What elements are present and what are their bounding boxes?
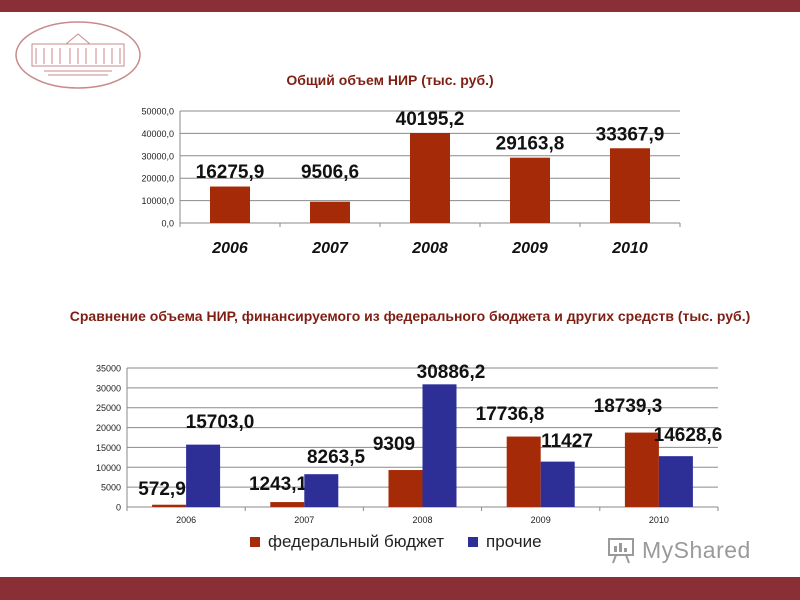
chart2-ytick-label: 30000 <box>96 383 121 393</box>
chart2-ytick-label: 10000 <box>96 463 121 473</box>
chart2-xtick-label: 2006 <box>176 515 196 525</box>
chart1-bar <box>310 201 350 223</box>
chart2-ytick-label: 35000 <box>96 364 121 374</box>
chart1-data-label: 16275,9 <box>196 162 265 183</box>
chart1-data-label: 33367,9 <box>596 124 665 145</box>
chart1-bar <box>210 186 250 223</box>
chart2-bar-federal <box>152 504 187 507</box>
university-logo <box>15 21 141 89</box>
chart2-data-label-other: 15703,0 <box>186 412 255 433</box>
chart2-xtick-label: 2007 <box>294 515 314 525</box>
chart1-bar <box>510 157 550 223</box>
chart1-bar <box>410 132 450 223</box>
chart1-data-label: 40195,2 <box>396 109 465 130</box>
chart1-xtick-label: 2006 <box>211 240 248 257</box>
chart2-xtick-label: 2009 <box>531 515 551 525</box>
chart2-data-label-federal: 9309 <box>373 434 415 455</box>
chart1-bar <box>610 148 650 223</box>
legend-label-federal: федеральный бюджет <box>268 532 445 551</box>
chart1-ytick-label: 40000,0 <box>141 129 174 139</box>
legend-swatch-federal <box>250 537 260 547</box>
chart2-data-label-other: 11427 <box>541 431 593 452</box>
chart1-xtick-label: 2008 <box>411 240 448 257</box>
chart1-total-volume: 0,0 10000,0 20000,0 30000,0 40000,0 50000,0 20… <box>141 107 681 257</box>
chart2-ytick-label: 0 <box>116 503 121 513</box>
watermark-text: MyShared <box>642 536 751 563</box>
chart1-ytick-label: 20000,0 <box>141 174 174 184</box>
chart2-data-label-other: 30886,2 <box>417 362 486 383</box>
chart2-bar-other <box>304 474 339 507</box>
chart1-title: Общий объем НИР (тыс. руб.) <box>286 72 494 88</box>
chart2-bar-other <box>422 384 457 507</box>
watermark: MyShared <box>606 536 751 564</box>
chart2-ytick-label: 15000 <box>96 443 121 453</box>
legend-label-other: прочие <box>486 532 542 551</box>
chart2-data-label-other: 8263,5 <box>307 447 366 468</box>
chart2-data-label-other: 14628,6 <box>654 425 723 446</box>
bottom-frame-bar <box>0 577 800 600</box>
legend-swatch-other <box>468 537 479 547</box>
presentation-board-icon <box>608 538 634 564</box>
chart2-xtick-label: 2010 <box>649 515 669 525</box>
chart2-ytick-label: 20000 <box>96 423 121 433</box>
chart2-ytick-label: 25000 <box>96 403 121 413</box>
chart1-ytick-label: 0,0 <box>161 219 174 229</box>
chart2-data-label-federal: 17736,8 <box>476 404 545 425</box>
chart1-data-label: 9506,6 <box>301 162 359 183</box>
chart2-bar-federal <box>506 436 541 507</box>
chart2-xtick-label: 2008 <box>412 515 432 525</box>
chart1-ytick-label: 50000,0 <box>141 107 174 117</box>
chart2-title: Сравнение объема НИР, финансируемого из … <box>69 308 751 324</box>
chart1-ytick-label: 10000,0 <box>141 196 174 206</box>
chart2-bar-other <box>658 456 693 507</box>
chart1-ytick-label: 30000,0 <box>141 151 174 161</box>
chart2-data-label-federal: 1243,1 <box>249 474 308 495</box>
chart2-bar-federal <box>270 502 305 507</box>
chart2-bar-other <box>540 461 575 507</box>
chart2-ytick-label: 5000 <box>101 483 121 493</box>
chart1-xtick-label: 2009 <box>511 240 548 257</box>
chart2-data-label-federal: 572,9 <box>138 479 186 500</box>
chart2-bar-federal <box>388 470 423 507</box>
chart1-data-label: 29163,8 <box>496 134 565 155</box>
chart2-legend: федеральный бюджет прочие <box>250 532 542 552</box>
chart2-data-label-federal: 18739,3 <box>594 396 663 417</box>
chart1-xtick-label: 2010 <box>611 240 648 257</box>
chart2-bar-federal <box>624 432 659 507</box>
chart2-bar-other <box>186 444 221 507</box>
chart1-xtick-label: 2007 <box>311 240 349 257</box>
top-frame-bar <box>0 0 800 12</box>
